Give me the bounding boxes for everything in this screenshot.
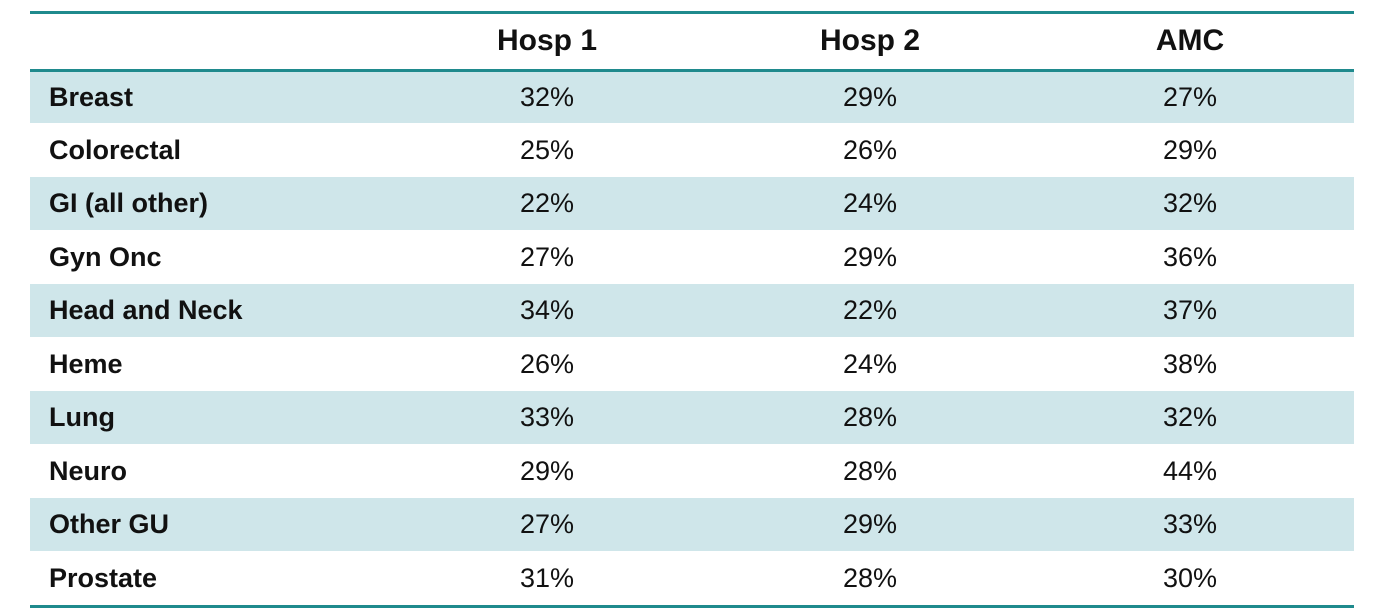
table-row: Head and Neck 34% 22% 37%: [30, 284, 1354, 338]
cell-amc: 44%: [1162, 456, 1218, 487]
cell-hosp-2: 26%: [842, 135, 898, 166]
data-table-container: Hosp 1 Hosp 2 AMC Breast 32% 29% 27% Col…: [30, 11, 1354, 608]
cell-amc: 32%: [1026, 391, 1354, 445]
cell-hosp-1: 22%: [380, 177, 714, 231]
cell-amc: 27%: [1026, 70, 1354, 124]
header-row: Hosp 1 Hosp 2 AMC: [30, 14, 1354, 72]
cell-hosp-1: 25%: [519, 135, 575, 166]
cell-hosp-2: 28%: [714, 391, 1026, 445]
table-body: Breast 32% 29% 27% Colorectal 25% 26% 29…: [30, 70, 1354, 605]
header-amc: AMC: [1026, 14, 1354, 72]
table-header: Hosp 1 Hosp 2 AMC: [30, 14, 1354, 72]
row-label: Head and Neck: [30, 284, 380, 338]
cell-hosp-2: 28%: [842, 456, 898, 487]
cell-hosp-1: 33%: [380, 391, 714, 445]
row-label: Lung: [30, 391, 380, 445]
cell-hosp-2: 22%: [714, 284, 1026, 338]
cell-hosp-1: 32%: [380, 70, 714, 124]
cell-hosp-1: 29%: [519, 456, 575, 487]
cell-hosp-1: 31%: [519, 563, 575, 594]
cell-amc: 29%: [1162, 135, 1218, 166]
row-label: Prostate: [49, 563, 158, 594]
cell-hosp-2: 28%: [842, 563, 898, 594]
cell-amc: 30%: [1162, 563, 1218, 594]
cell-hosp-2: 29%: [842, 242, 898, 273]
table-row: Gyn Onc 27% 29% 36%: [30, 231, 1354, 285]
cell-hosp-2: 24%: [714, 177, 1026, 231]
table-row: Other GU 27% 29% 33%: [30, 498, 1354, 552]
cell-hosp-2: 29%: [714, 498, 1026, 552]
cell-hosp-2: 29%: [714, 70, 1026, 124]
cell-hosp-1: 27%: [519, 242, 575, 273]
cell-amc: 37%: [1026, 284, 1354, 338]
table-row: Heme 26% 24% 38%: [30, 338, 1354, 392]
row-label: Colorectal: [49, 135, 182, 166]
row-label: Neuro: [49, 456, 128, 487]
table-row: Prostate 31% 28% 30%: [30, 552, 1354, 606]
cell-hosp-1: 26%: [519, 349, 575, 380]
row-label: Other GU: [30, 498, 380, 552]
cell-amc: 32%: [1026, 177, 1354, 231]
row-label: GI (all other): [30, 177, 380, 231]
row-label: Heme: [49, 349, 123, 380]
header-hosp-2: Hosp 2: [714, 14, 1026, 72]
table-row: Colorectal 25% 26% 29%: [30, 124, 1354, 178]
cell-hosp-1: 34%: [380, 284, 714, 338]
table-row: Neuro 29% 28% 44%: [30, 445, 1354, 499]
row-label: Gyn Onc: [49, 242, 162, 273]
data-table: Hosp 1 Hosp 2 AMC Breast 32% 29% 27% Col…: [30, 14, 1354, 605]
cell-amc: 36%: [1162, 242, 1218, 273]
header-hosp-1: Hosp 1: [380, 14, 714, 72]
row-label: Breast: [30, 70, 380, 124]
cell-amc: 38%: [1162, 349, 1218, 380]
cell-hosp-1: 27%: [380, 498, 714, 552]
table-row: GI (all other) 22% 24% 32%: [30, 177, 1354, 231]
cell-hosp-2: 24%: [842, 349, 898, 380]
table-row: Lung 33% 28% 32%: [30, 391, 1354, 445]
header-label-column: [30, 14, 380, 72]
table-row: Breast 32% 29% 27%: [30, 70, 1354, 124]
cell-amc: 33%: [1026, 498, 1354, 552]
